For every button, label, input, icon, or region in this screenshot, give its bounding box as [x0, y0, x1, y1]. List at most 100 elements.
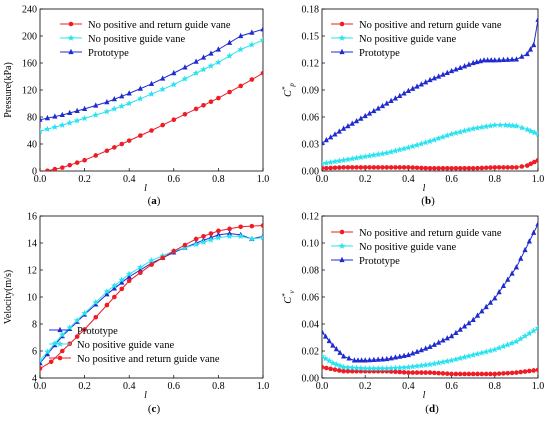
- x-tick-label: 0.4: [402, 174, 415, 185]
- legend: No positive and return guide vane No posi…: [331, 20, 502, 59]
- data-point: [400, 364, 408, 371]
- data-point: [67, 109, 73, 116]
- data-point: [482, 123, 490, 130]
- data-point: [422, 361, 429, 368]
- y-tick-label: 0.06: [302, 293, 320, 304]
- data-point: [332, 367, 338, 372]
- data-point: [514, 165, 519, 170]
- data-point: [469, 125, 477, 132]
- data-point: [344, 156, 352, 163]
- data-point: [492, 165, 498, 170]
- caption-a: (a): [148, 195, 161, 207]
- data-point: [413, 362, 421, 369]
- data-point: [137, 266, 143, 273]
- legend-entry: No positive and return guide vane: [49, 354, 220, 365]
- data-point: [401, 90, 407, 96]
- data-point: [92, 111, 99, 118]
- data-point: [500, 282, 507, 289]
- data-point: [410, 85, 416, 91]
- data-point: [260, 26, 263, 32]
- data-point: [387, 148, 395, 155]
- data-point: [401, 352, 407, 358]
- data-point: [171, 248, 177, 254]
- data-point: [111, 282, 118, 289]
- legend-label: No positive and return guide vane: [359, 228, 502, 239]
- data-point: [495, 344, 503, 351]
- data-point: [126, 138, 132, 143]
- data-point: [361, 365, 369, 372]
- data-point: [435, 135, 442, 142]
- data-point: [215, 58, 222, 66]
- data-point: [383, 149, 391, 156]
- data-point: [483, 303, 489, 310]
- caption-d: (d): [425, 403, 439, 415]
- legend-label: Prototype: [88, 48, 129, 59]
- series-triangle: [40, 26, 263, 122]
- data-point: [508, 339, 516, 346]
- data-point: [137, 263, 144, 271]
- legend-entry: Prototype: [331, 48, 400, 59]
- data-point: [414, 83, 420, 89]
- data-point: [259, 234, 263, 241]
- data-point: [474, 350, 481, 357]
- x-tick-label: 1.0: [257, 381, 270, 392]
- data-point: [160, 75, 166, 81]
- data-point: [103, 288, 111, 295]
- data-point: [119, 286, 125, 292]
- data-point: [67, 162, 73, 168]
- data-point: [387, 364, 395, 372]
- data-point: [238, 83, 243, 89]
- legend-label: No positive and return guide vane: [88, 20, 231, 31]
- data-point: [452, 355, 460, 363]
- legend-label: No positive and return guide vane: [77, 354, 220, 365]
- data-point: [496, 165, 502, 170]
- legend-marker: [338, 242, 346, 249]
- data-point: [323, 159, 330, 166]
- data-point: [328, 165, 333, 171]
- data-point: [457, 128, 464, 135]
- data-point: [509, 165, 515, 170]
- y-axis-label: C*p: [281, 83, 296, 97]
- data-point: [93, 314, 99, 320]
- data-point: [444, 335, 450, 341]
- legend-label: No positive guide vane: [359, 34, 456, 45]
- data-point: [66, 324, 73, 331]
- data-point: [475, 165, 480, 171]
- data-point: [383, 365, 391, 372]
- data-point: [193, 236, 199, 242]
- data-point: [505, 56, 511, 62]
- data-point: [396, 146, 403, 153]
- series-circle: [40, 223, 263, 371]
- data-point: [401, 370, 407, 375]
- y-tick-label: 14: [27, 239, 37, 250]
- data-point: [215, 234, 222, 241]
- data-point: [330, 342, 336, 348]
- data-point: [470, 316, 476, 323]
- y-tick-label: 120: [22, 86, 37, 97]
- data-point: [104, 302, 110, 308]
- data-point: [504, 341, 511, 348]
- data-point: [410, 350, 416, 356]
- data-point: [81, 309, 88, 316]
- data-point: [111, 96, 117, 102]
- data-point: [444, 166, 450, 171]
- data-point: [410, 370, 416, 375]
- data-point: [327, 158, 334, 166]
- data-point: [474, 312, 481, 318]
- data-point: [59, 331, 66, 338]
- data-point: [51, 339, 59, 347]
- x-tick-label: 0.8: [212, 174, 225, 185]
- y-tick-label: 0.09: [302, 86, 320, 97]
- data-point: [379, 356, 386, 362]
- data-point: [514, 370, 519, 375]
- data-point: [238, 32, 244, 39]
- data-point: [479, 371, 485, 377]
- data-point: [349, 155, 356, 162]
- x-tick-label: 0.8: [212, 381, 225, 392]
- data-point: [371, 165, 377, 170]
- data-point: [449, 371, 454, 377]
- data-point: [518, 369, 524, 375]
- data-point: [453, 371, 459, 377]
- data-point: [192, 240, 200, 248]
- legend-marker: [57, 326, 63, 333]
